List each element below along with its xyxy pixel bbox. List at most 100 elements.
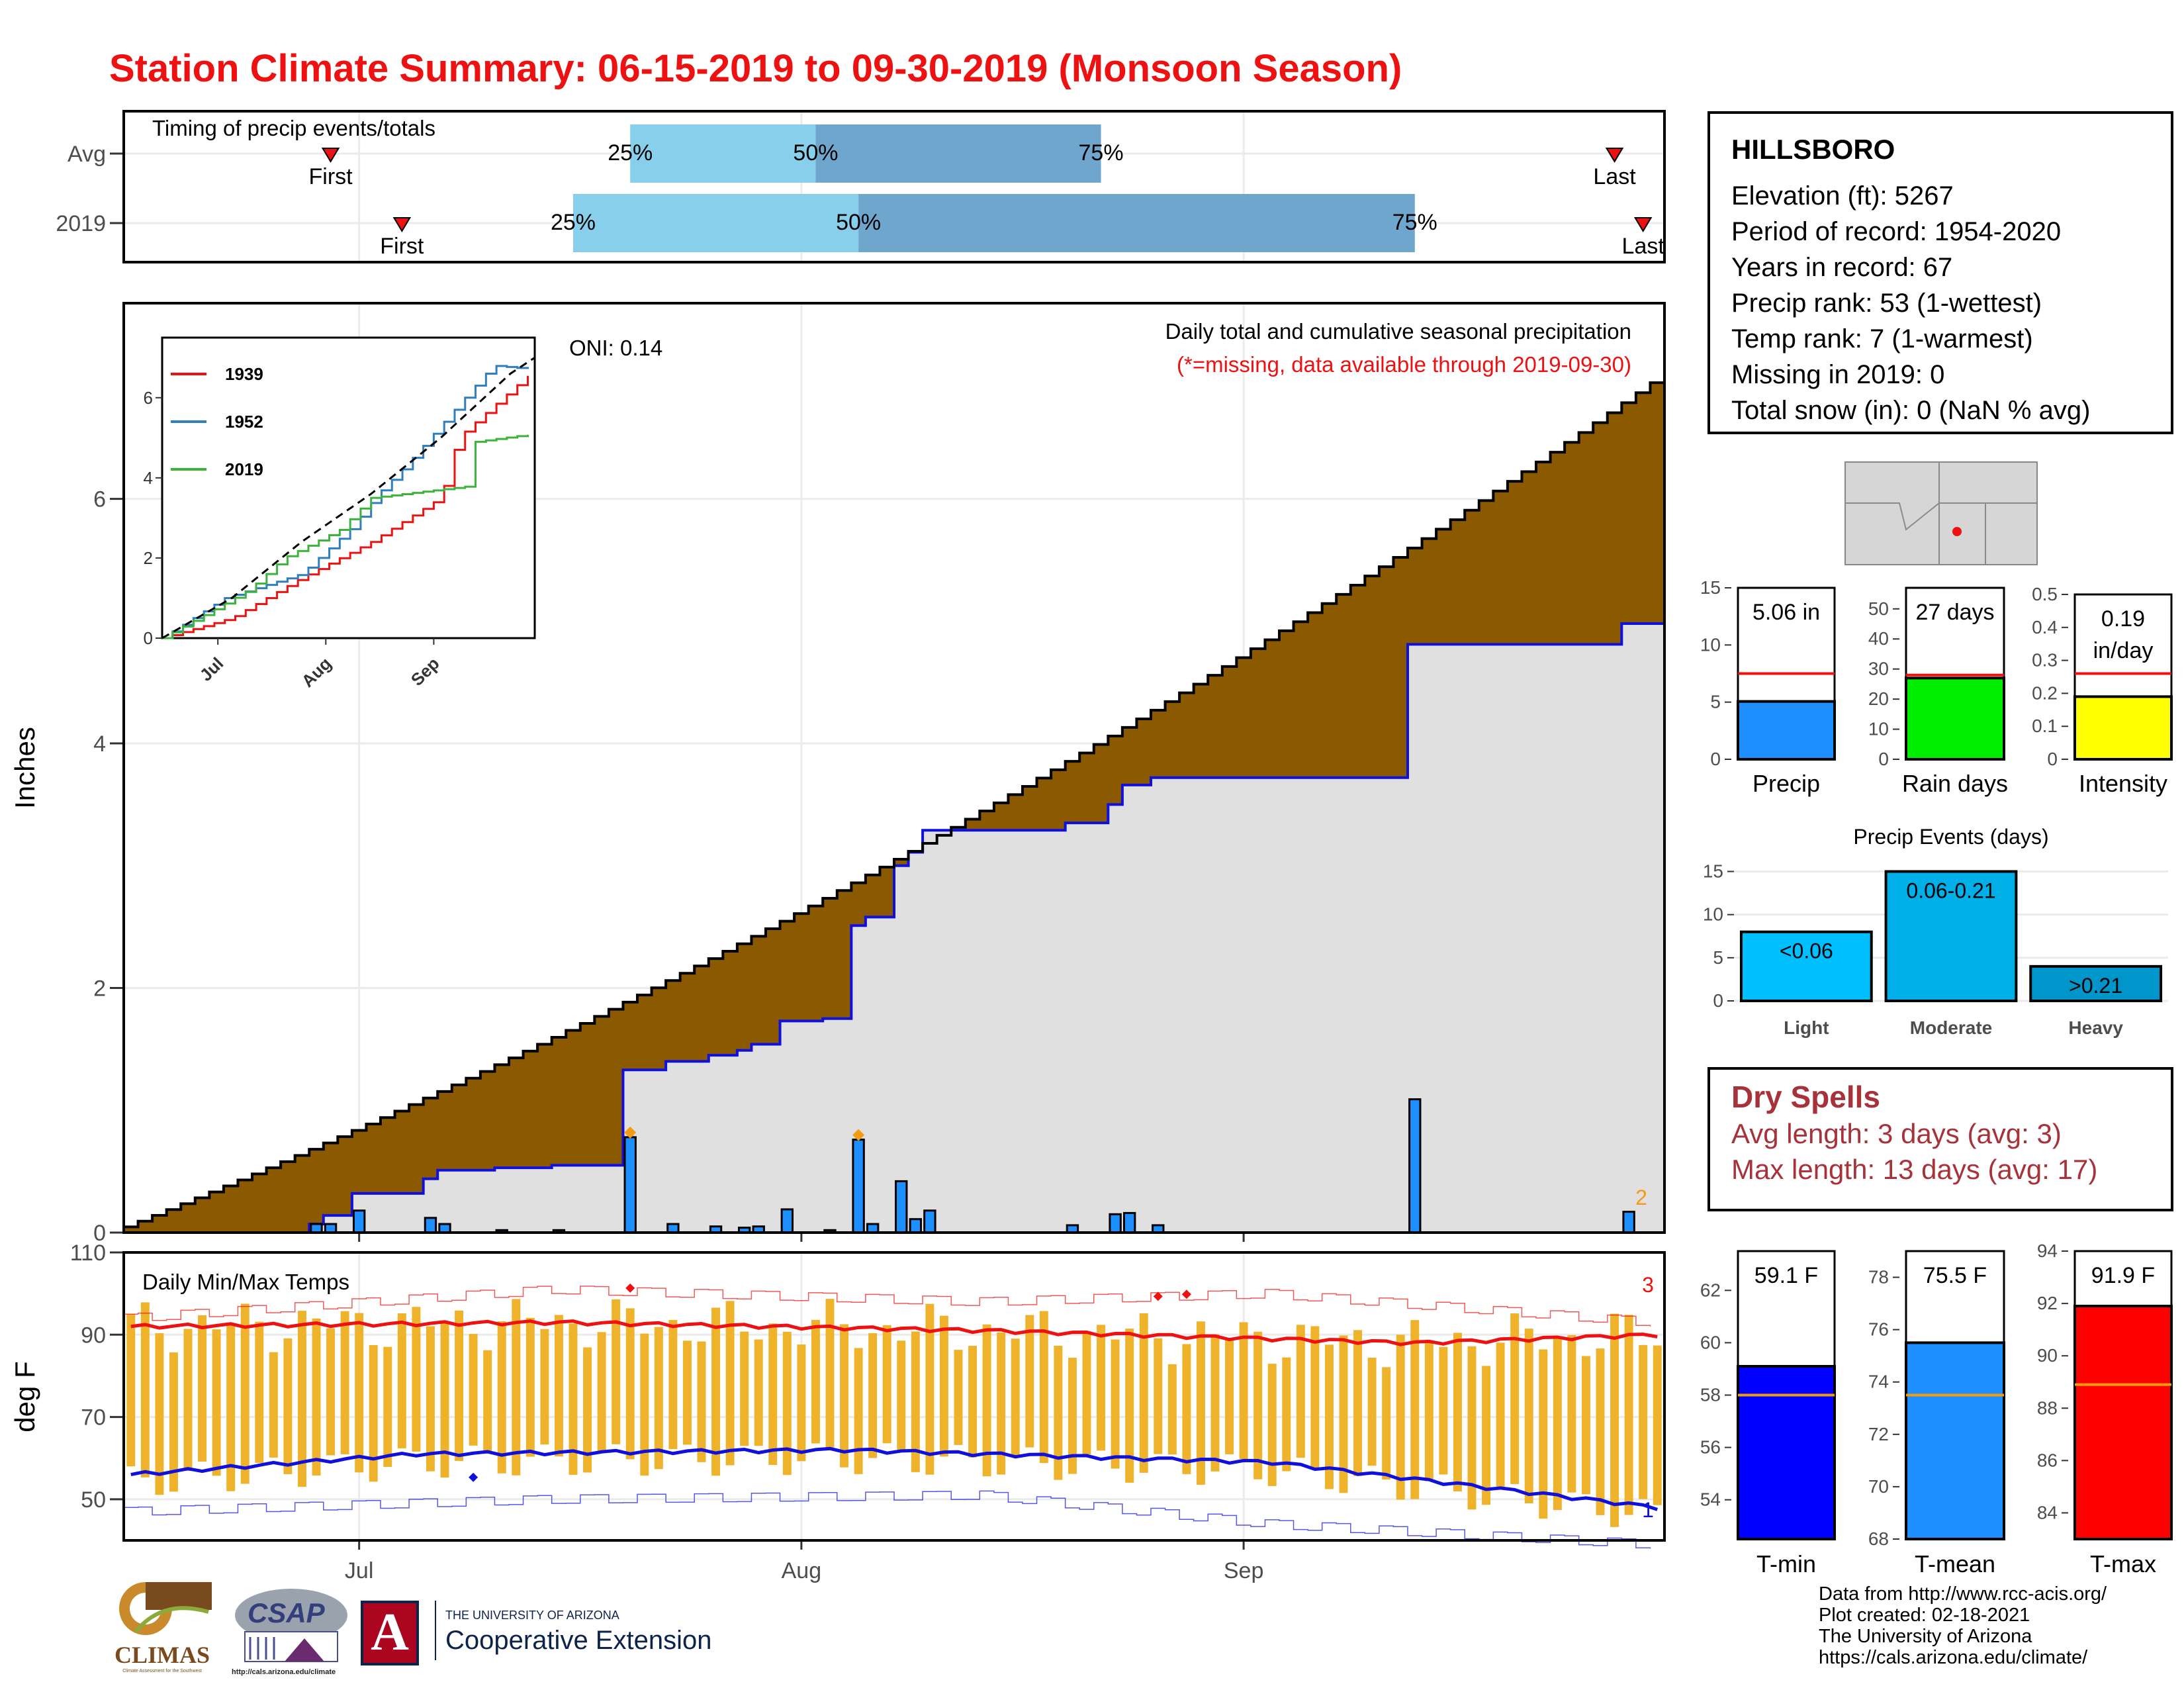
daily-precip-bar — [923, 1209, 936, 1234]
daily-temp-bar — [740, 1331, 749, 1446]
daily-precip-bar — [352, 1209, 366, 1234]
csap-logo-text: CSAP — [248, 1597, 325, 1628]
avg-max-line — [130, 1319, 1658, 1346]
temps-ytick-label: 70 — [81, 1405, 106, 1430]
footer-url: https://cals.arizona.edu/climate/ — [1819, 1647, 2088, 1668]
locator-map — [1844, 461, 2038, 565]
temps-xtick-label: Sep — [1224, 1558, 1264, 1583]
rain_days-bar — [1905, 677, 2005, 761]
inset-ytick-label: 4 — [144, 468, 153, 488]
daily-temp-bar — [412, 1307, 421, 1452]
ua-big-text: Cooperative Extension — [445, 1626, 712, 1655]
precip-ytick-label: 6 — [93, 487, 106, 512]
daily-precip-bar — [1622, 1211, 1635, 1234]
daily-temp-bar — [1282, 1357, 1291, 1472]
climas-logo: CLIMAS Climate Assessment for the Southw… — [109, 1579, 215, 1673]
daily-temp-bar — [1553, 1338, 1562, 1511]
daily-temp-bar — [1068, 1358, 1077, 1474]
daily-precip-bar — [1109, 1213, 1122, 1234]
record-high-marker-icon — [1153, 1291, 1163, 1301]
intensity-value-label2: in/day — [2093, 638, 2154, 663]
footer-university: The University of Arizona — [1819, 1626, 2032, 1647]
timing-row-label: Avg — [68, 142, 106, 167]
inset-legend-label: 1952 — [225, 412, 263, 432]
ua-block-a-icon: A — [361, 1601, 419, 1665]
precip_total-ytick-label: 5 — [1710, 692, 1721, 712]
daily-temp-bar — [654, 1327, 663, 1470]
station-info-box: HILLSBORO Elevation (ft): 5267 Period of… — [1707, 111, 2173, 434]
daily-temp-bar — [1139, 1313, 1148, 1473]
daily-temp-bar — [554, 1315, 563, 1457]
timing-title: Timing of precip events/totals — [152, 116, 435, 140]
timing-bar-q25-q50 — [573, 194, 859, 252]
daily-temp-bar — [968, 1346, 978, 1458]
events-bar-moderate — [1884, 870, 2018, 1002]
tmean-ytick-label: 74 — [1868, 1372, 1889, 1392]
daily-temp-bar — [1210, 1334, 1220, 1472]
timing-q75-label: 75% — [1392, 210, 1437, 235]
daily-temp-bar — [1353, 1330, 1363, 1476]
daily-temp-bar — [725, 1301, 735, 1466]
daily-temp-bar — [512, 1299, 521, 1476]
timing-bar-q50-q75 — [858, 194, 1415, 252]
daily-temp-bar — [825, 1299, 835, 1448]
precip-ytick-label: 2 — [93, 976, 106, 1002]
inset-avg-line — [161, 357, 535, 639]
events-title: Precip Events (days) — [1853, 825, 2048, 849]
daily-temp-bar — [1182, 1344, 1191, 1474]
daily-temp-bar — [1011, 1338, 1020, 1456]
daily-temp-bar — [140, 1302, 150, 1477]
tmax-label: T-max — [2090, 1550, 2156, 1577]
first-marker-icon — [321, 148, 340, 163]
station-missing: Missing in 2019: 0 — [1731, 360, 1945, 389]
last-label: Last — [1622, 234, 1665, 259]
intensity-label: Intensity — [2079, 770, 2167, 797]
daily-temp-bar — [1382, 1367, 1391, 1480]
station-snow: Total snow (in): 0 (NaN % avg) — [1731, 396, 2091, 425]
temps-frame — [122, 1251, 1666, 1542]
daily-temp-bar — [1610, 1313, 1619, 1527]
daily-temp-bar — [1567, 1335, 1576, 1493]
precip-annotation-title: Daily total and cumulative seasonal prec… — [1165, 319, 1631, 344]
station-location-marker-icon — [1952, 527, 1962, 536]
temps-ylabel: deg F — [9, 1361, 40, 1432]
daily-temp-bar — [668, 1320, 678, 1450]
daily-precip-bar — [424, 1217, 437, 1234]
intensity-value-label: 0.19 — [2101, 606, 2145, 632]
timing-frame — [122, 110, 1666, 263]
daily-temp-bar — [340, 1311, 349, 1454]
daily-precip-bar — [852, 1139, 865, 1234]
daily-temp-bar — [1367, 1357, 1377, 1466]
record-daily-marker-icon — [624, 1126, 637, 1139]
daily-temp-bar — [569, 1323, 578, 1475]
inset-ytick-label: 6 — [144, 388, 153, 408]
tmin-ytick-label: 62 — [1700, 1280, 1721, 1300]
tmean-ytick-label: 70 — [1868, 1476, 1889, 1497]
daily-temp-bar — [326, 1328, 336, 1456]
daily-temp-bar — [782, 1331, 792, 1476]
tmax-ytick-label: 94 — [2037, 1241, 2058, 1261]
tmean-ytick-label: 76 — [1868, 1319, 1889, 1340]
daily-temp-bar — [283, 1338, 293, 1474]
first-label: First — [380, 234, 424, 259]
precip-ytick-label: 0 — [93, 1221, 106, 1246]
daily-temp-bar — [583, 1347, 592, 1473]
daily-temp-bar — [525, 1317, 535, 1457]
daily-temp-bar — [840, 1324, 849, 1468]
events-bar-label: <0.06 — [1780, 939, 1833, 963]
daily-temp-bar — [1453, 1333, 1462, 1491]
daily-temp-bar — [939, 1315, 948, 1457]
daily-temp-bar — [1310, 1326, 1320, 1468]
tmin-ytick-label: 60 — [1700, 1332, 1721, 1352]
daily-temp-bar — [982, 1324, 991, 1477]
daily-temp-bar — [226, 1323, 236, 1491]
tmean-label: T-mean — [1915, 1550, 1995, 1577]
inset-series-line-1939 — [162, 375, 529, 639]
daily-temp-bar — [997, 1332, 1006, 1475]
daily-temp-bar — [1296, 1325, 1305, 1458]
daily-precip-bar — [1408, 1098, 1422, 1234]
daily-temp-bar — [355, 1313, 364, 1473]
oni-label: ONI: 0.14 — [569, 336, 662, 360]
daily-temp-bar — [1539, 1349, 1548, 1519]
